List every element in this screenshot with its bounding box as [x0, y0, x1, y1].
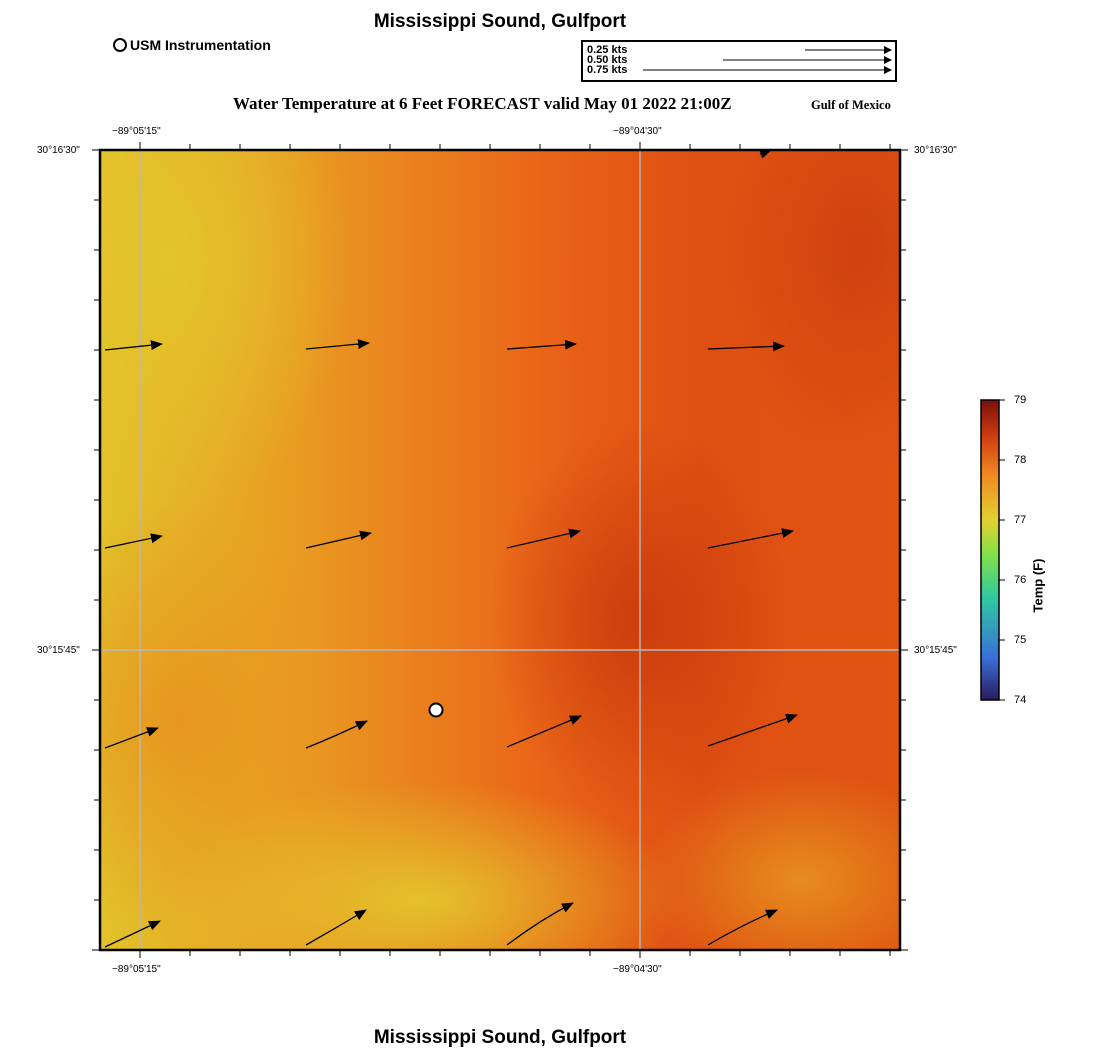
colorbar-tick-75: 75 [1014, 634, 1027, 646]
colorbar-tick-78: 78 [1014, 454, 1027, 466]
current-vector-arrow [104, 533, 163, 549]
scale-arrows [643, 46, 892, 74]
colorbar-tick-77: 77 [1014, 514, 1027, 526]
forecast-title: Water Temperature at 6 Feet FORECAST val… [233, 94, 732, 113]
current-vector-arrow [305, 339, 370, 350]
lat-label-right-2: 30°15'45" [914, 645, 957, 656]
frame-ticks [92, 142, 908, 958]
scale-label-050: 0.50 kts [587, 54, 628, 66]
current-vector-arrow [707, 341, 785, 352]
vector-scale-legend: 0.25 kts 0.50 kts 0.75 kts [581, 40, 897, 82]
footer-title: Mississippi Sound, Gulfport [373, 1027, 627, 1048]
colorbar-title: Temp (F) [1030, 558, 1046, 613]
region-label: Gulf of Mexico [811, 98, 891, 112]
map-title: Mississippi Sound, Gulfport [373, 11, 627, 32]
lon-label-bottom-1: −89°05'15" [112, 964, 161, 975]
current-vector-arrow [707, 713, 798, 747]
current-vector-arrow [707, 528, 794, 549]
scale-label-075: 0.75 kts [587, 64, 628, 76]
current-vector-arrow [305, 530, 372, 549]
lat-label-left-1: 30°16'30" [37, 145, 80, 156]
current-vector-arrow [305, 909, 367, 946]
current-vector-arrow [305, 720, 368, 749]
lat-label-right-1: 30°16'30" [914, 145, 957, 156]
current-vector-arrow [758, 149, 772, 159]
current-vector-arrow [506, 528, 581, 549]
lat-label-left-2: 30°15'45" [37, 645, 80, 656]
lon-label-top-1: −89°05'15" [112, 126, 161, 137]
current-vector-arrow [506, 715, 582, 748]
current-vector-arrow [707, 909, 778, 946]
colorbar-tick-74: 74 [1014, 694, 1027, 706]
current-vector-arrow [506, 902, 574, 946]
lon-label-top-2: −89°04'30" [613, 126, 662, 137]
temperature-field [100, 150, 900, 950]
lon-label-bottom-2: −89°04'30" [613, 964, 662, 975]
current-vector-arrow [104, 727, 159, 749]
colorbar-tick-76: 76 [1014, 574, 1027, 586]
current-vector-arrow [104, 340, 163, 351]
station-legend: USM Instrumentation [113, 37, 271, 53]
station-marker-icon [113, 38, 127, 52]
graticule [100, 150, 900, 950]
current-vectors [104, 149, 798, 948]
current-vector-arrow [104, 920, 161, 948]
current-vector-arrow [506, 339, 577, 350]
station-legend-label: USM Instrumentation [130, 37, 271, 53]
colorbar-tick-79: 79 [1014, 394, 1027, 406]
scale-label-025: 0.25 kts [587, 44, 628, 56]
usm-station-marker[interactable] [428, 702, 444, 718]
